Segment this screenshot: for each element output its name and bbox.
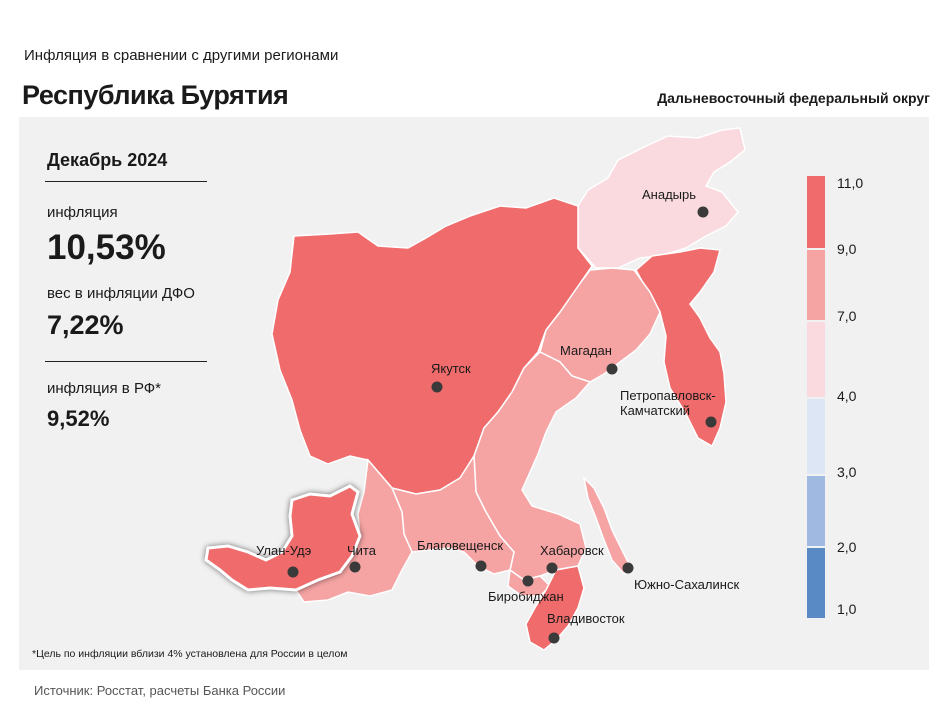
legend-label-7: 7,0 (837, 308, 857, 324)
inflation-label: инфляция (47, 204, 118, 221)
city-dot-blagoveshchensk[interactable] (475, 560, 487, 572)
legend-label-2: 2,0 (837, 539, 857, 555)
city-label-birobidzhan: Биробиджан (488, 589, 564, 604)
region-chukotka[interactable] (577, 127, 746, 269)
city-dot-yuzhno-sakhalinsk[interactable] (622, 562, 634, 574)
city-label-yuzhno-sakhalinsk: Южно-Сахалинск (634, 577, 739, 592)
weight-label: вес в инфляции ДФО (47, 285, 195, 302)
city-dot-birobidzhan[interactable] (522, 575, 534, 587)
divider-bottom (45, 361, 207, 362)
city-dot-khabarovsk[interactable] (546, 562, 558, 574)
subtitle: Инфляция в сравнении с другими регионами (24, 47, 339, 64)
inflation-value: 10,53% (47, 228, 166, 267)
city-dot-yakutsk[interactable] (431, 381, 443, 393)
region-sakhalin[interactable] (582, 475, 631, 576)
city-label-vladivostok: Владивосток (547, 611, 625, 626)
region-buryatia[interactable] (204, 484, 362, 592)
divider-top (45, 181, 207, 182)
period-label: Декабрь 2024 (47, 150, 168, 170)
legend: 11,0 9,0 7,0 4,0 3,0 2,0 1,0 (807, 175, 863, 618)
source-note: Источник: Росстат, расчеты Банка России (34, 683, 286, 698)
city-label-khabarovsk: Хабаровск (540, 543, 604, 558)
city-dot-petropavlovsk[interactable] (705, 416, 717, 428)
legend-label-4: 4,0 (837, 388, 857, 404)
city-dot-chita[interactable] (349, 561, 361, 573)
rf-inflation-value: 9,52% (47, 406, 110, 431)
city-labels: Анадырь Якутск Магадан Петропавловск- Ка… (256, 187, 739, 626)
city-label-magadan: Магадан (560, 343, 612, 358)
city-label-petropavlovsk-1: Петропавловск- (620, 388, 716, 403)
legend-band-7-9 (807, 250, 825, 320)
region-primorye[interactable] (525, 565, 585, 651)
city-dot-vladivostok[interactable] (548, 632, 560, 644)
city-label-petropavlovsk-2: Камчатский (620, 403, 690, 418)
legend-band-3-4 (807, 399, 825, 474)
legend-label-11: 11,0 (837, 175, 863, 191)
city-dot-ulan-ude[interactable] (287, 566, 299, 578)
legend-band-4-7 (807, 322, 825, 397)
legend-band-9-11 (807, 176, 825, 248)
region-kamchatka[interactable] (635, 247, 727, 448)
legend-label-3: 3,0 (837, 464, 857, 480)
city-dot-anadyr[interactable] (697, 206, 709, 218)
legend-label-1: 1,0 (837, 601, 857, 617)
city-label-blagoveshchensk: Благовещенск (417, 538, 503, 553)
district-label: Дальневосточный федеральный округ (657, 90, 930, 106)
city-label-chita: Чита (347, 543, 377, 558)
rf-inflation-label: инфляция в РФ* (47, 380, 162, 397)
legend-label-9: 9,0 (837, 241, 857, 257)
page-title: Республика Бурятия (22, 80, 289, 110)
weight-value: 7,22% (47, 310, 124, 340)
legend-band-1-2 (807, 548, 825, 618)
city-label-anadyr: Анадырь (642, 187, 696, 202)
footnote: *Цель по инфляции вблизи 4% установлена … (32, 648, 348, 660)
city-label-ulan-ude: Улан-Удэ (256, 543, 312, 558)
legend-band-2-3 (807, 476, 825, 546)
city-label-yakutsk: Якутск (431, 361, 471, 376)
city-dot-magadan[interactable] (606, 363, 618, 375)
city-markers (287, 206, 717, 644)
